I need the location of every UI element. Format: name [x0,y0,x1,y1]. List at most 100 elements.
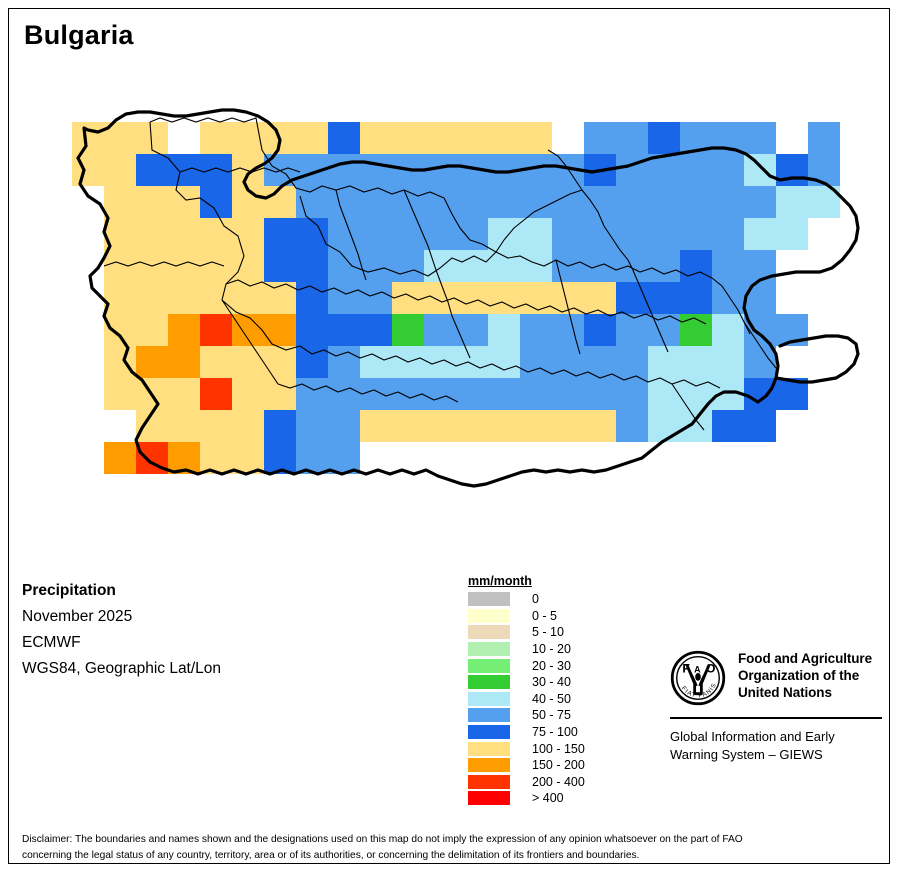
precipitation-grid-cell [680,410,712,442]
info-projection: WGS84, Geographic Lat/Lon [22,660,222,677]
legend-label: 50 - 75 [532,708,571,723]
precipitation-grid-cell [296,442,328,474]
precipitation-grid-cell [712,186,744,218]
precipitation-grid-cell [264,314,296,346]
precipitation-grid-cell [360,314,392,346]
precipitation-grid-cell [360,122,392,154]
precipitation-grid-cell [424,282,456,314]
legend-row: 10 - 20 [468,641,585,658]
precipitation-grid-cell [648,250,680,282]
precipitation-grid-cell [648,186,680,218]
precipitation-grid-cell [648,410,680,442]
precipitation-grid-cell [456,410,488,442]
info-heading: Precipitation [22,582,116,599]
precipitation-grid-cell [520,378,552,410]
precipitation-grid-cell [136,154,168,186]
precipitation-grid-cell [648,346,680,378]
precipitation-grid-cell [648,282,680,314]
precipitation-grid-cell [264,218,296,250]
legend-swatch [468,791,510,806]
precipitation-grid-cell [264,250,296,282]
precipitation-grid-cell [296,378,328,410]
precipitation-grid-cell [808,122,840,154]
precipitation-grid-cell [584,410,616,442]
precipitation-grid-cell [584,282,616,314]
legend-swatch [468,642,510,657]
precipitation-grid-cell [392,122,424,154]
legend-row: 100 - 150 [468,740,585,757]
precipitation-grid-cell [136,282,168,314]
precipitation-grid-cell [392,282,424,314]
precipitation-grid-cell [168,282,200,314]
legend-swatch [468,675,510,690]
precipitation-grid-cell [360,410,392,442]
precipitation-grid-cell [584,346,616,378]
legend-label: 20 - 30 [532,658,571,673]
precipitation-grid-cell [456,186,488,218]
precipitation-grid-cell [712,250,744,282]
precipitation-grid-cell [616,250,648,282]
precipitation-grid-cell [648,314,680,346]
fao-branding-block: F O A FIAT PANIS Food and Agriculture Or… [670,650,882,764]
legend-row: 50 - 75 [468,707,585,724]
legend-swatch [468,625,510,640]
giews-line2: Warning System – GIEWS [670,747,823,762]
precipitation-grid-cell [232,378,264,410]
precipitation-grid-cell [136,218,168,250]
precipitation-grid-cell [168,378,200,410]
legend-swatch [468,708,510,723]
precipitation-grid-cell [584,378,616,410]
precipitation-grid-cell [232,282,264,314]
precipitation-grid-cell [168,314,200,346]
precipitation-grid-cell [744,186,776,218]
precipitation-grid-cell [360,218,392,250]
svg-text:F: F [682,661,690,675]
precipitation-grid-cell [360,346,392,378]
precipitation-grid-cell [552,410,584,442]
precipitation-grid-cell [136,314,168,346]
precipitation-grid-cell [520,410,552,442]
precipitation-grid-cell [232,218,264,250]
precipitation-grid-cell [552,314,584,346]
precipitation-grid-cell [584,218,616,250]
precipitation-grid-cell [584,250,616,282]
precipitation-grid-cell [200,154,232,186]
legend-swatch [468,758,510,773]
precipitation-grid-cell [104,186,136,218]
precipitation-grid-cell [200,410,232,442]
precipitation-grid-cell [328,314,360,346]
precipitation-grid-cell [232,346,264,378]
legend-label: 0 - 5 [532,608,558,623]
page-border [8,8,890,864]
precipitation-grid-cell [776,186,808,218]
precipitation-grid-cell [616,314,648,346]
precipitation-grid-cell [584,186,616,218]
precipitation-grid-cell [744,122,776,154]
legend-row: 30 - 40 [468,674,585,691]
precipitation-grid-cell [488,378,520,410]
precipitation-grid-cell [488,186,520,218]
precipitation-grid-cell [744,218,776,250]
map-disclaimer: Disclaimer: The boundaries and names sho… [22,832,867,864]
precipitation-grid-cell [200,442,232,474]
precipitation-grid-cell [392,410,424,442]
fao-name-line1: Food and Agriculture [738,651,872,666]
precipitation-map [72,108,860,488]
legend-label: > 400 [532,791,564,806]
precipitation-grid-cell [424,410,456,442]
precipitation-grid-cell [712,154,744,186]
legend-swatch [468,592,510,607]
precipitation-grid-cell [424,186,456,218]
legend-row: 0 - 5 [468,608,585,625]
precipitation-grid-cell [200,346,232,378]
precipitation-grid-cell [392,218,424,250]
precipitation-grid-cell [168,442,200,474]
precipitation-grid-cell [584,314,616,346]
precipitation-grid-cell [456,378,488,410]
precipitation-grid-cell [616,346,648,378]
precipitation-grid-cell [456,250,488,282]
precipitation-grid-cell [648,218,680,250]
precipitation-grid-cell [616,218,648,250]
legend-row: > 400 [468,790,585,807]
